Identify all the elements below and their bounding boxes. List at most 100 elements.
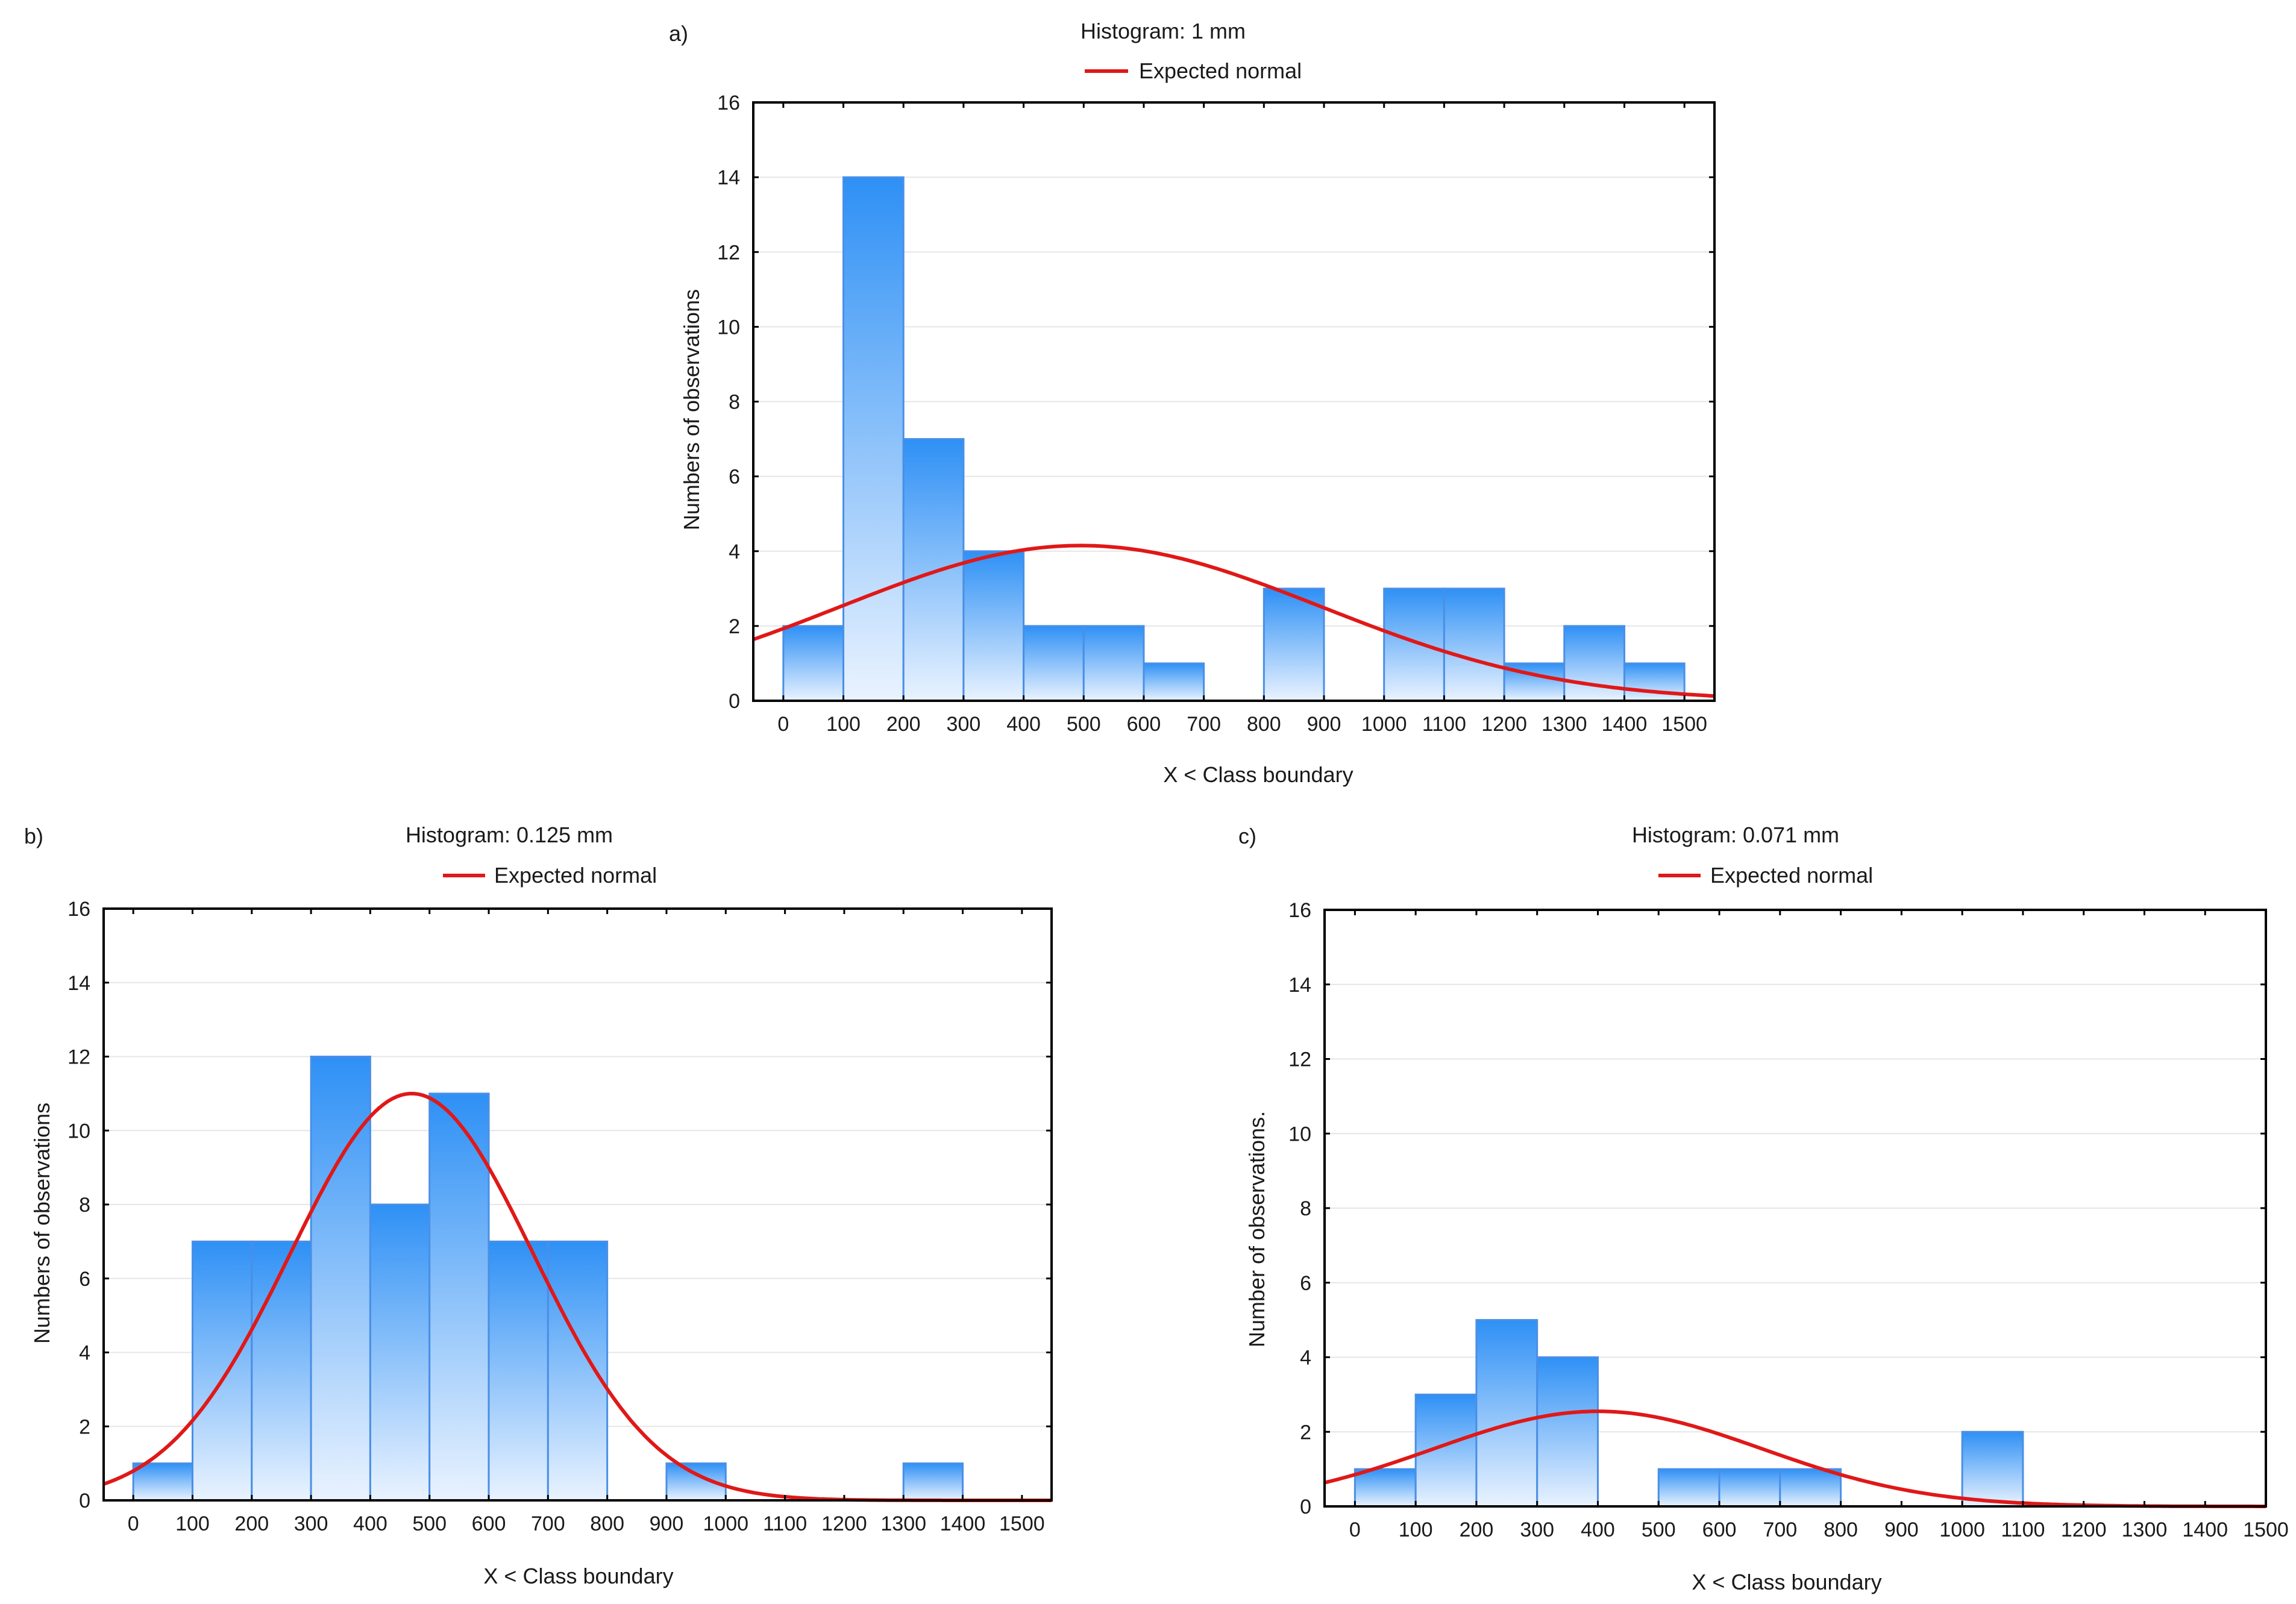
x-tick-label: 100 [826,713,861,736]
x-tick-label: 1200 [1481,713,1527,736]
plot-area: 0 2 4 6 8 10 12 14 16 0 100 200 300 400 500 600 700 800 90… [1288,899,2289,1541]
x-tick-label: 700 [531,1512,565,1535]
x-tick-label: 900 [1307,713,1341,736]
x-tick-label: 1000 [1361,713,1407,736]
histogram-bar [902,1462,964,1502]
legend-label: Expected normal [1710,863,1873,888]
x-tick-label: 300 [294,1512,328,1535]
y-axis-label: Numbers of observations [30,1103,54,1344]
x-tick-label: 400 [1006,713,1041,736]
x-tick-label: 1300 [1542,713,1587,736]
x-tick-label: 800 [1824,1518,1858,1541]
x-tick-label: 900 [650,1512,684,1535]
x-tick-label: 1100 [2001,1518,2045,1541]
x-tick-label: 1000 [1939,1518,1985,1541]
y-tick-label: 2 [1300,1421,1311,1444]
x-tick-label: 1100 [1422,713,1466,736]
y-tick-label: 8 [729,391,740,414]
x-tick-label: 300 [1520,1518,1554,1541]
histogram-panel-b: b) Histogram: 0.125 mm Expected normal N… [24,822,1053,1588]
x-tick-label: 800 [590,1512,624,1535]
legend-label: Expected normal [1139,58,1302,83]
histogram-bar [369,1203,431,1502]
histogram-bar [1082,625,1145,702]
x-tick-label: 200 [1460,1518,1494,1541]
x-tick-label: 0 [128,1512,139,1535]
y-tick-label: 10 [1288,1123,1311,1145]
y-tick-label: 0 [1300,1496,1311,1518]
x-tick-label: 1500 [2243,1518,2289,1541]
x-tick-label: 200 [886,713,921,736]
x-tick-label: 0 [1349,1518,1361,1541]
chart-title: Histogram: 1 mm [1081,19,1246,43]
histogram-bar [488,1240,549,1502]
x-tick-label: 1100 [763,1512,807,1535]
chart-title: Histogram: 0.125 mm [406,822,613,847]
panel-label: b) [24,824,43,848]
x-tick-label: 1200 [821,1512,867,1535]
x-tick-label: 700 [1763,1518,1797,1541]
x-tick-label: 1300 [2122,1518,2168,1541]
histogram-bar [1475,1319,1539,1508]
y-tick-label: 4 [729,540,740,563]
histogram-bar [132,1462,193,1502]
y-tick-label: 10 [67,1120,90,1142]
x-tick-label: 400 [353,1512,387,1535]
y-tick-label: 8 [79,1194,90,1217]
x-tick-label: 400 [1581,1518,1615,1541]
y-tick-label: 12 [1288,1048,1311,1071]
y-tick-label: 2 [79,1415,90,1438]
histogram-bar [902,438,965,702]
x-tick-label: 0 [777,713,789,736]
x-tick-label: 100 [1399,1518,1433,1541]
x-axis-label: X < Class boundary [1692,1570,1881,1594]
normal-curve [753,544,1715,698]
y-tick-label: 16 [1288,899,1311,922]
y-tick-label: 0 [79,1490,90,1512]
histogram-bar [1353,1468,1417,1508]
x-tick-label: 500 [1642,1518,1676,1541]
x-tick-label: 500 [412,1512,447,1535]
y-tick-label: 14 [67,972,90,995]
histogram-bar [1023,625,1085,702]
y-tick-label: 14 [717,166,740,189]
x-tick-label: 900 [1884,1518,1919,1541]
y-tick-label: 16 [67,898,90,921]
x-tick-label: 1400 [1602,713,1648,736]
y-tick-label: 12 [67,1046,90,1069]
x-axis-label: X < Class boundary [1163,762,1353,787]
panel-label: a) [669,21,688,46]
plot-frame [1323,909,2267,1508]
x-tick-label: 700 [1187,713,1221,736]
histogram-bar [191,1240,253,1502]
histogram-panel-a: a) Histogram: 1 mm Expected normal Numbe… [669,19,1716,787]
x-tick-label: 800 [1247,713,1281,736]
x-tick-label: 600 [472,1512,506,1535]
histogram-bar [547,1240,609,1502]
y-tick-label: 6 [1300,1272,1311,1295]
plot-area: 0 2 4 6 8 10 12 14 16 0 100 200 300 400 500 600 700 800 90… [67,898,1053,1535]
y-tick-label: 10 [717,316,740,339]
histogram-bar [1563,625,1625,702]
plot-frame [752,101,1716,702]
legend-label: Expected normal [494,863,657,888]
histogram-bar [1718,1468,1781,1508]
histogram-bar [1143,662,1205,702]
x-tick-label: 500 [1067,713,1101,736]
y-axis-label: Numbers of observations [679,289,704,530]
x-tick-label: 1300 [880,1512,926,1535]
y-tick-label: 4 [79,1342,90,1365]
histogram-bar [782,625,845,702]
x-tick-label: 600 [1127,713,1161,736]
histogram-bar [1657,1468,1720,1508]
histogram-bar [1779,1468,1842,1508]
x-tick-label: 1000 [703,1512,748,1535]
histogram-bar [962,550,1025,702]
x-tick-label: 1400 [2182,1518,2228,1541]
x-tick-label: 200 [234,1512,269,1535]
x-axis-label: X < Class boundary [483,1564,673,1588]
x-tick-label: 600 [1702,1518,1737,1541]
plot-frame [102,907,1053,1502]
histogram-bar [310,1056,371,1502]
